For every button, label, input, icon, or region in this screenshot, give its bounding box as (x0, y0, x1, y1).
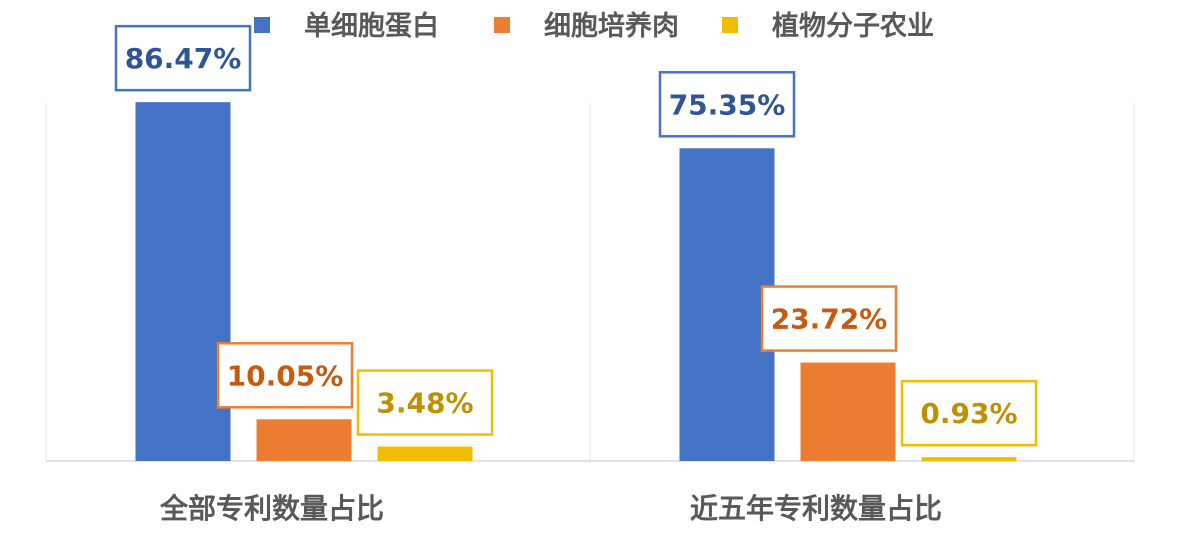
legend-label-2: 细胞培养肉 (544, 10, 679, 42)
data-label-box-1-3 (356, 369, 494, 436)
legend-swatch-3 (722, 17, 738, 33)
legend-label-1: 单细胞蛋白 (304, 10, 439, 42)
data-label-2-2: 23.72% (771, 303, 888, 336)
legend-swatch-1 (254, 17, 270, 33)
data-label-box-2-2 (760, 285, 898, 352)
category-label-1: 全部专利数量占比 (159, 492, 384, 525)
bar-2-series-1 (679, 148, 775, 462)
bar-1-series-2 (256, 419, 352, 461)
data-label-box-1-1 (114, 24, 252, 92)
data-label-2-1: 75.35% (669, 88, 786, 121)
data-label-2-3: 0.93% (920, 397, 1017, 430)
bar-1-series-1 (135, 102, 231, 461)
data-label-1-3: 3.48% (376, 387, 473, 420)
data-label-box-1-2 (216, 342, 354, 409)
legend-label-3: 植物分子农业 (772, 10, 934, 42)
data-label-box-2-3 (900, 379, 1038, 447)
data-label-box-2-1 (658, 71, 796, 138)
bar-1-series-3 (377, 446, 473, 461)
data-label-1-1: 86.47% (125, 42, 242, 75)
data-label-1-2: 10.05% (227, 359, 344, 392)
category-label-2: 近五年专利数量占比 (690, 492, 942, 525)
bar-2-series-3 (921, 457, 1017, 461)
legend-swatch-2 (494, 17, 510, 33)
bar-2-series-2 (800, 362, 896, 461)
